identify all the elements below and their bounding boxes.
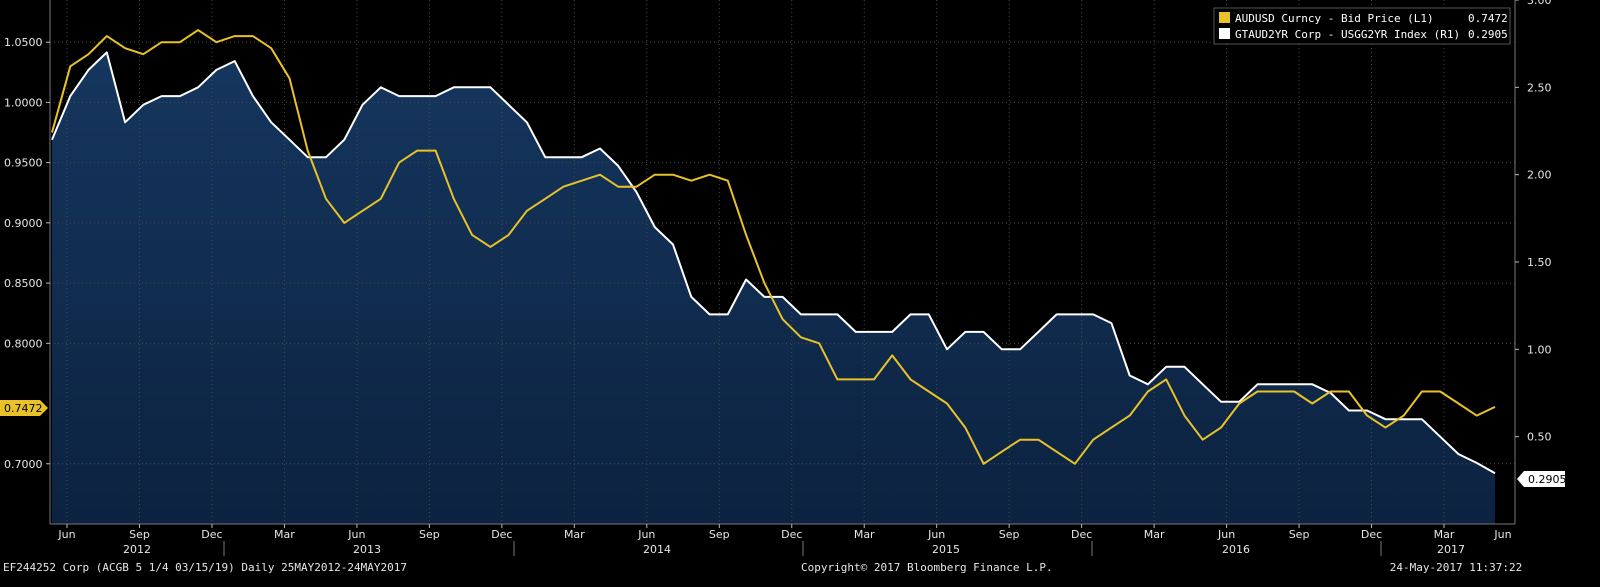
year-label: 2015 xyxy=(932,543,960,556)
left-tick-label: 0.7000 xyxy=(4,458,43,471)
x-tick-label: Mar xyxy=(854,528,875,541)
year-label: 2017 xyxy=(1437,543,1465,556)
x-tick-label: Dec xyxy=(201,528,222,541)
legend-swatch-audusd xyxy=(1219,12,1230,23)
x-tick-label: Mar xyxy=(564,528,585,541)
x-tick-label: Dec xyxy=(1361,528,1382,541)
legend-label-spread: GTAUD2YR Corp - USGG2YR Index (R1) xyxy=(1235,28,1460,41)
x-tick-label: Jun xyxy=(1493,528,1511,541)
last-value-tag-right: 0.2905 xyxy=(1517,471,1567,487)
year-label: 2013 xyxy=(353,543,381,556)
x-tick-label: Sep xyxy=(419,528,440,541)
left-tick-label: 0.8000 xyxy=(4,337,43,350)
x-tick-label: Jun xyxy=(57,528,75,541)
last-value-tag-left: 0.7472 xyxy=(0,400,48,416)
x-tick-label: Mar xyxy=(1434,528,1455,541)
x-tick-label: Sep xyxy=(1289,528,1310,541)
x-tick-label: Mar xyxy=(274,528,295,541)
x-tick-label: Mar xyxy=(1144,528,1165,541)
right-tick-label: 3.00 xyxy=(1527,0,1552,7)
last-value-left-label: 0.7472 xyxy=(4,402,43,415)
right-tick-label: 1.00 xyxy=(1527,343,1552,356)
x-tick-label: Jun xyxy=(1217,528,1235,541)
legend-value-spread: 0.2905 xyxy=(1468,28,1508,41)
right-tick-label: 1.50 xyxy=(1527,256,1552,269)
x-tick-label: Sep xyxy=(999,528,1020,541)
right-tick-label: 2.00 xyxy=(1527,169,1552,182)
right-tick-label: 2.50 xyxy=(1527,81,1552,94)
x-tick-label: Jun xyxy=(637,528,655,541)
x-tick-label: Sep xyxy=(129,528,150,541)
legend[interactable]: AUDUSD Curncy - Bid Price (L1) 0.7472 GT… xyxy=(1213,7,1511,45)
legend-label-audusd: AUDUSD Curncy - Bid Price (L1) xyxy=(1235,12,1434,25)
footer-timestamp: 24-May-2017 11:37:22 xyxy=(1390,561,1522,574)
legend-value-audusd: 0.7472 xyxy=(1468,12,1508,25)
right-tick-label: 0.50 xyxy=(1527,431,1552,444)
x-tick-label: Dec xyxy=(491,528,512,541)
year-label: 2014 xyxy=(643,543,671,556)
series-line-spread xyxy=(51,51,1496,475)
last-value-right-label: 0.2905 xyxy=(1528,473,1567,486)
x-tick-label: Jun xyxy=(927,528,945,541)
left-tick-label: 0.9500 xyxy=(4,157,43,170)
legend-box xyxy=(1213,7,1511,45)
x-tick-label: Jun xyxy=(347,528,365,541)
left-tick-label: 0.9000 xyxy=(4,217,43,230)
year-label: 2012 xyxy=(123,543,151,556)
left-tick-label: 0.8500 xyxy=(4,277,43,290)
spread-area-fill xyxy=(52,52,1495,525)
left-tick-label: 1.0500 xyxy=(4,36,43,49)
legend-swatch-spread xyxy=(1219,28,1230,39)
x-tick-label: Dec xyxy=(1071,528,1092,541)
series-line-audusd xyxy=(51,29,1496,465)
footer-security: EF244252 Corp (ACGB 5 1/4 03/15/19) Dail… xyxy=(3,561,407,574)
x-tick-label: Dec xyxy=(781,528,802,541)
year-label: 2016 xyxy=(1222,543,1250,556)
left-tick-label: 1.0000 xyxy=(4,96,43,109)
x-tick-label: Sep xyxy=(709,528,730,541)
footer-copyright: Copyright© 2017 Bloomberg Finance L.P. xyxy=(801,561,1053,574)
